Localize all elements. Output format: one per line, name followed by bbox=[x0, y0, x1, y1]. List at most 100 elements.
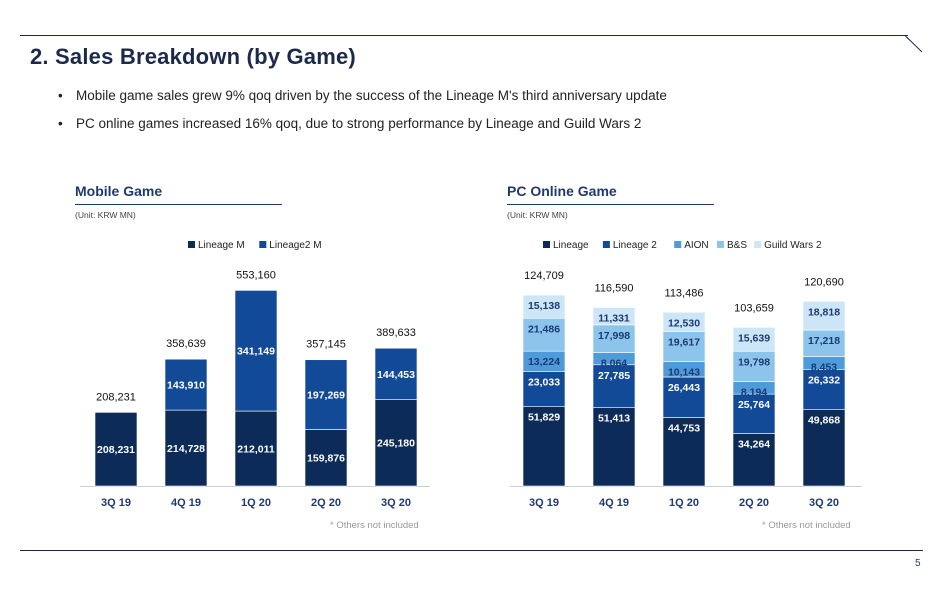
mobile-unit-label: (Unit: KRW MN) bbox=[75, 210, 136, 220]
mobile-bar-lineage2-m-1 bbox=[164, 358, 208, 411]
mobile-category-label-0: 3Q 19 bbox=[101, 497, 131, 509]
page-title: 2. Sales Breakdown (by Game) bbox=[30, 44, 356, 69]
mobile-bar-lineage-m-3 bbox=[304, 429, 348, 487]
pc-value-label-3-0: 21,486 bbox=[528, 323, 560, 335]
mobile-bar-lineage2-m-2 bbox=[234, 290, 278, 412]
mobile-value-label-0-3: 159,876 bbox=[307, 453, 345, 465]
pc-bar-b-s-1 bbox=[592, 324, 636, 353]
pc-category-label-4: 3Q 20 bbox=[809, 497, 839, 509]
pc-value-label-3-1: 17,998 bbox=[598, 330, 630, 342]
pc-category-label-3: 2Q 20 bbox=[739, 497, 769, 509]
mobile-value-label-1-2: 341,149 bbox=[237, 346, 275, 358]
mobile-total-label-3: 357,145 bbox=[306, 339, 346, 351]
pc-value-label-0-0: 51,829 bbox=[528, 412, 560, 424]
pc-legend-label-4: Guild Wars 2 bbox=[764, 240, 822, 251]
pc-legend-swatch-1 bbox=[602, 241, 610, 248]
pc-value-label-2-4: 8,453 bbox=[811, 361, 837, 373]
pc-legend-swatch-2 bbox=[674, 241, 682, 248]
pc-value-label-1-1: 27,785 bbox=[598, 370, 630, 382]
pc-total-label-3: 103,659 bbox=[734, 302, 774, 314]
pc-value-label-0-2: 44,753 bbox=[668, 422, 700, 434]
mobile-bar-lineage-m-4 bbox=[374, 399, 418, 487]
mobile-value-label-0-2: 212,011 bbox=[237, 444, 275, 456]
mobile-total-label-1: 358,639 bbox=[166, 338, 206, 350]
pc-bar-lineage-2-1 bbox=[592, 364, 636, 408]
mobile-value-label-0-1: 214,728 bbox=[167, 443, 205, 455]
mobile-bar-lineage-m-2 bbox=[234, 410, 278, 487]
pc-bar-guild-wars-2-2 bbox=[662, 311, 706, 332]
mobile-total-label-4: 389,633 bbox=[376, 327, 416, 339]
pc-value-label-4-4: 18,818 bbox=[808, 306, 840, 318]
pc-value-label-1-0: 23,033 bbox=[528, 376, 560, 388]
pc-value-label-4-2: 12,530 bbox=[668, 317, 700, 329]
mobile-bar-lineage-m-0 bbox=[94, 412, 138, 487]
pc-bar-guild-wars-2-3 bbox=[732, 327, 776, 352]
pc-value-label-2-1: 8,064 bbox=[601, 357, 627, 369]
pc-value-label-2-0: 13,224 bbox=[528, 356, 560, 368]
pc-value-label-0-1: 51,413 bbox=[598, 412, 630, 424]
mobile-value-label-0-4: 245,180 bbox=[377, 438, 415, 450]
pc-value-label-4-0: 15,138 bbox=[528, 300, 560, 312]
pc-value-label-2-3: 8,194 bbox=[741, 387, 767, 399]
corner-accent bbox=[905, 35, 923, 53]
pc-value-label-1-2: 26,443 bbox=[668, 382, 700, 394]
mobile-legend-swatch-1 bbox=[259, 241, 267, 248]
mobile-category-label-4: 3Q 20 bbox=[381, 497, 411, 509]
pc-bar-lineage-2-2 bbox=[662, 376, 706, 418]
pc-value-label-0-3: 34,264 bbox=[738, 439, 770, 451]
pc-category-label-0: 3Q 19 bbox=[529, 497, 559, 509]
pc-category-label-1: 4Q 19 bbox=[599, 497, 629, 509]
mobile-category-label-2: 1Q 20 bbox=[241, 497, 271, 509]
pc-value-label-3-4: 17,218 bbox=[808, 335, 840, 347]
pc-legend-swatch-3 bbox=[717, 241, 724, 248]
pc-bar-lineage-1 bbox=[592, 406, 636, 487]
pc-total-label-2: 113,486 bbox=[665, 287, 704, 299]
mobile-value-label-1-4: 144,453 bbox=[377, 369, 415, 381]
mobile-value-label-0-0: 208,231 bbox=[97, 444, 135, 456]
pc-bar-lineage-2-0 bbox=[522, 371, 566, 407]
pc-bar-lineage-2-4 bbox=[802, 369, 846, 410]
pc-bar-lineage-2-3 bbox=[732, 393, 776, 434]
pc-bar-lineage-3 bbox=[732, 433, 776, 487]
pc-legend-label-0: Lineage bbox=[553, 240, 589, 251]
pc-value-label-1-3: 25,764 bbox=[738, 399, 770, 411]
mobile-section-title: Mobile Game bbox=[75, 183, 163, 199]
mobile-bar-lineage2-m-3 bbox=[304, 359, 348, 430]
bottom-rule bbox=[20, 550, 923, 551]
mobile-legend-label-0: Lineage M bbox=[198, 240, 245, 251]
pc-bar-guild-wars-2-4 bbox=[802, 300, 846, 331]
mobile-category-label-1: 4Q 19 bbox=[171, 497, 201, 509]
pc-bar-b-s-4 bbox=[802, 329, 846, 357]
pc-section-title: PC Online Game bbox=[507, 183, 617, 199]
pc-total-label-1: 116,590 bbox=[595, 283, 634, 295]
pc-unit-label: (Unit: KRW MN) bbox=[507, 210, 568, 220]
mobile-legend-label-1: Lineage2 M bbox=[269, 240, 321, 251]
pc-legend-swatch-4 bbox=[754, 241, 762, 248]
mobile-footnote: * Others not included bbox=[330, 520, 419, 531]
pc-section-rule bbox=[507, 204, 714, 205]
pc-value-label-0-4: 49,868 bbox=[808, 415, 840, 427]
pc-value-label-4-1: 11,331 bbox=[598, 313, 630, 325]
mobile-category-label-3: 2Q 20 bbox=[311, 497, 341, 509]
pc-value-label-1-4: 26,332 bbox=[808, 374, 840, 386]
pc-value-label-4-3: 15,639 bbox=[738, 332, 770, 344]
pc-total-label-0: 124,709 bbox=[524, 270, 564, 282]
pc-value-label-3-2: 19,617 bbox=[668, 336, 700, 348]
pc-bar-guild-wars-2-0 bbox=[522, 294, 566, 319]
pc-category-label-2: 1Q 20 bbox=[669, 497, 699, 509]
mobile-value-label-1-3: 197,269 bbox=[307, 390, 345, 402]
mobile-total-label-2: 553,160 bbox=[236, 269, 276, 281]
pc-legend-label-2: AION bbox=[684, 240, 708, 251]
bullet-list: Mobile game sales grew 9% qoq driven by … bbox=[58, 86, 667, 142]
pc-total-label-4: 120,690 bbox=[804, 276, 844, 288]
mobile-bar-lineage2-m-4 bbox=[374, 347, 418, 400]
mobile-value-label-1-1: 143,910 bbox=[167, 380, 205, 392]
bullet-mobile: Mobile game sales grew 9% qoq driven by … bbox=[58, 86, 667, 114]
bullet-pc: PC online games increased 16% qoq, due t… bbox=[58, 114, 667, 142]
pc-footnote: * Others not included bbox=[762, 520, 851, 531]
mobile-legend-swatch-0 bbox=[188, 241, 195, 248]
page-number: 5 bbox=[915, 558, 921, 569]
pc-value-label-3-3: 19,798 bbox=[738, 356, 770, 368]
